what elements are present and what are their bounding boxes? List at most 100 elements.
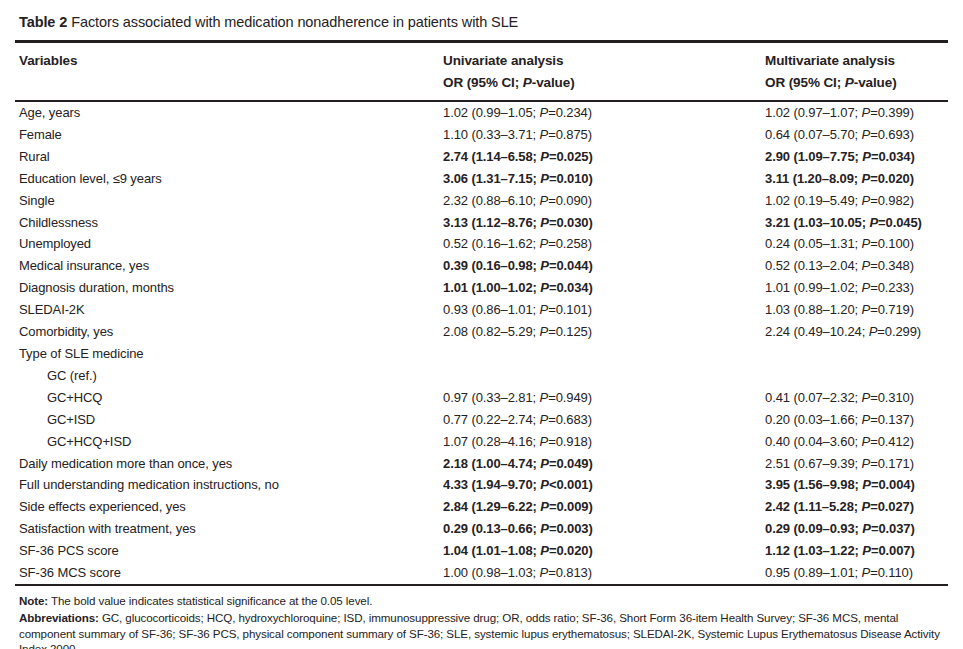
univariate-header-line2: OR (95% CI; P-value)	[443, 72, 765, 94]
table-row: Education level, ≤9 years3.06 (1.31–7.15…	[15, 168, 948, 190]
multivariate-header-line1: Multivariate analysis	[765, 50, 948, 72]
row-variable-label: GC (ref.)	[15, 365, 443, 387]
univariate-value	[443, 343, 765, 365]
row-variable-label: Satisfaction with treatment, yes	[15, 518, 443, 540]
row-variable-label: Single	[15, 190, 443, 212]
note-text: The bold value indicates statistical sig…	[48, 594, 372, 607]
row-variable-label: GC+HCQ+ISD	[15, 431, 443, 453]
multivariate-value: 2.24 (0.49–10.24; P=0.299)	[765, 321, 948, 343]
table-row: Medical insurance, yes0.39 (0.16–0.98; P…	[15, 255, 948, 277]
multivariate-value: 2.51 (0.67–9.39; P=0.171)	[765, 453, 948, 475]
row-variable-label: Daily medication more than once, yes	[15, 453, 443, 475]
table-row: SLEDAI-2K0.93 (0.86–1.01; P=0.101)1.03 (…	[15, 299, 948, 321]
abbreviations-label: Abbreviations:	[19, 611, 99, 624]
table-header: Variables Univariate analysis OR (95% CI…	[15, 42, 948, 102]
univariate-value: 2.84 (1.29–6.22; P=0.009)	[443, 496, 765, 518]
univariate-value: 0.97 (0.33–2.81; P=0.949)	[443, 387, 765, 409]
multivariate-value: 0.29 (0.09–0.93; P=0.037)	[765, 518, 948, 540]
multivariate-header-line2: OR (95% CI; P-value)	[765, 72, 948, 94]
univariate-value: 0.93 (0.86–1.01; P=0.101)	[443, 299, 765, 321]
row-variable-label: Full understanding medication instructio…	[15, 474, 443, 496]
row-variable-label: Female	[15, 124, 443, 146]
column-header-variables: Variables	[15, 42, 443, 102]
column-header-univariate: Univariate analysis OR (95% CI; P-value)	[443, 42, 765, 102]
multivariate-value: 3.11 (1.20–8.09; P=0.020)	[765, 168, 948, 190]
abbreviations-text: GC, glucocorticoids; HCQ, hydroxychloroq…	[19, 611, 940, 649]
multivariate-value: 0.64 (0.07–5.70; P=0.693)	[765, 124, 948, 146]
table-row: SF-36 PCS score1.04 (1.01–1.08; P=0.020)…	[15, 540, 948, 562]
multivariate-value: 2.90 (1.09–7.75; P=0.034)	[765, 146, 948, 168]
univariate-value: 3.06 (1.31–7.15; P=0.010)	[443, 168, 765, 190]
column-header-multivariate: Multivariate analysis OR (95% CI; P-valu…	[765, 42, 948, 102]
table-title-label: Table 2	[19, 14, 67, 30]
multivariate-value: 0.40 (0.04–3.60; P=0.412)	[765, 431, 948, 453]
abbreviations-note: Abbreviations: GC, glucocorticoids; HCQ,…	[19, 610, 948, 649]
table-row: Comorbidity, yes2.08 (0.82–5.29; P=0.125…	[15, 321, 948, 343]
table-footnotes: Note: The bold value indicates statistic…	[15, 593, 948, 649]
row-variable-label: Childlessness	[15, 212, 443, 234]
table-row: Side effects experienced, yes2.84 (1.29–…	[15, 496, 948, 518]
univariate-value: 1.10 (0.33–3.71; P=0.875)	[443, 124, 765, 146]
row-variable-label: Side effects experienced, yes	[15, 496, 443, 518]
row-variable-label: SF-36 MCS score	[15, 562, 443, 585]
table-row: Age, years1.02 (0.99–1.05; P=0.234)1.02 …	[15, 101, 948, 124]
univariate-value: 1.02 (0.99–1.05; P=0.234)	[443, 101, 765, 124]
univariate-value	[443, 365, 765, 387]
row-variable-label: SLEDAI-2K	[15, 299, 443, 321]
table-row: SF-36 MCS score1.00 (0.98–1.03; P=0.813)…	[15, 562, 948, 585]
univariate-value: 0.77 (0.22–2.74; P=0.683)	[443, 409, 765, 431]
table-row: Full understanding medication instructio…	[15, 474, 948, 496]
univariate-value: 4.33 (1.94–9.70; P<0.001)	[443, 474, 765, 496]
multivariate-value: 2.42 (1.11–5.28; P=0.027)	[765, 496, 948, 518]
univariate-value: 1.01 (1.00–1.02; P=0.034)	[443, 277, 765, 299]
multivariate-value: 1.01 (0.99–1.02; P=0.233)	[765, 277, 948, 299]
univariate-value: 1.00 (0.98–1.03; P=0.813)	[443, 562, 765, 585]
multivariate-value: 1.03 (0.88–1.20; P=0.719)	[765, 299, 948, 321]
row-variable-label: Rural	[15, 146, 443, 168]
multivariate-value: 0.95 (0.89–1.01; P=0.110)	[765, 562, 948, 585]
row-variable-label: SF-36 PCS score	[15, 540, 443, 562]
univariate-value: 2.74 (1.14–6.58; P=0.025)	[443, 146, 765, 168]
row-variable-label: Diagnosis duration, months	[15, 277, 443, 299]
univariate-value: 2.08 (0.82–5.29; P=0.125)	[443, 321, 765, 343]
row-variable-label: GC+HCQ	[15, 387, 443, 409]
row-variable-label: GC+ISD	[15, 409, 443, 431]
univariate-value: 2.32 (0.88–6.10; P=0.090)	[443, 190, 765, 212]
multivariate-value: 3.21 (1.03–10.05; P=0.045)	[765, 212, 948, 234]
multivariate-value	[765, 365, 948, 387]
multivariate-value: 1.02 (0.97–1.07; P=0.399)	[765, 101, 948, 124]
multivariate-value: 3.95 (1.56–9.98; P=0.004)	[765, 474, 948, 496]
row-variable-label: Medical insurance, yes	[15, 255, 443, 277]
table-body: Age, years1.02 (0.99–1.05; P=0.234)1.02 …	[15, 101, 948, 585]
row-variable-label: Age, years	[15, 101, 443, 124]
multivariate-value: 1.12 (1.03–1.22; P=0.007)	[765, 540, 948, 562]
table-2-figure: Table 2Factors associated with medicatio…	[15, 0, 948, 649]
table-row: Rural2.74 (1.14–6.58; P=0.025)2.90 (1.09…	[15, 146, 948, 168]
table-row: Single2.32 (0.88–6.10; P=0.090)1.02 (0.1…	[15, 190, 948, 212]
multivariate-value	[765, 343, 948, 365]
row-variable-label: Education level, ≤9 years	[15, 168, 443, 190]
univariate-value: 0.29 (0.13–0.66; P=0.003)	[443, 518, 765, 540]
univariate-value: 1.04 (1.01–1.08; P=0.020)	[443, 540, 765, 562]
table-row: GC+HCQ+ISD1.07 (0.28–4.16; P=0.918)0.40 …	[15, 431, 948, 453]
significance-note: Note: The bold value indicates statistic…	[19, 593, 948, 609]
univariate-value: 0.52 (0.16–1.62; P=0.258)	[443, 233, 765, 255]
table-row: Unemployed0.52 (0.16–1.62; P=0.258)0.24 …	[15, 233, 948, 255]
multivariate-value: 1.02 (0.19–5.49; P=0.982)	[765, 190, 948, 212]
table-row: Diagnosis duration, months1.01 (1.00–1.0…	[15, 277, 948, 299]
row-variable-label: Comorbidity, yes	[15, 321, 443, 343]
table-title-text: Factors associated with medication nonad…	[71, 14, 518, 30]
table-row: Daily medication more than once, yes2.18…	[15, 453, 948, 475]
multivariate-value: 0.52 (0.13–2.04; P=0.348)	[765, 255, 948, 277]
univariate-value: 1.07 (0.28–4.16; P=0.918)	[443, 431, 765, 453]
univariate-value: 3.13 (1.12–8.76; P=0.030)	[443, 212, 765, 234]
table-row: GC+ISD0.77 (0.22–2.74; P=0.683)0.20 (0.0…	[15, 409, 948, 431]
note-label: Note:	[19, 594, 48, 607]
row-variable-label: Type of SLE medicine	[15, 343, 443, 365]
table-title: Table 2Factors associated with medicatio…	[19, 12, 948, 32]
header-row: Variables Univariate analysis OR (95% CI…	[15, 42, 948, 102]
univariate-value: 2.18 (1.00–4.74; P=0.049)	[443, 453, 765, 475]
table-row: Type of SLE medicine	[15, 343, 948, 365]
univariate-header-line1: Univariate analysis	[443, 50, 765, 72]
univariate-value: 0.39 (0.16–0.98; P=0.044)	[443, 255, 765, 277]
